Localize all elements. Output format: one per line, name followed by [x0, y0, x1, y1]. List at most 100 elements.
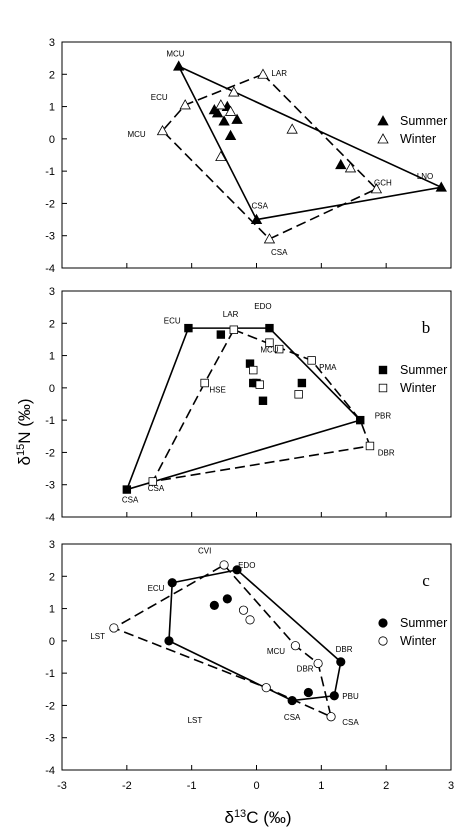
panel-c-legend-label: Summer — [400, 616, 447, 630]
panel-b-point-winter — [265, 338, 274, 347]
panel-c-point-label: MCU — [267, 647, 285, 656]
panel-b-point-winter — [200, 378, 209, 388]
panel-c-point-label: DBR — [297, 665, 314, 674]
panel-b-point-label: PBR — [375, 412, 392, 421]
panel-c-y-tick-label: -4 — [45, 765, 55, 777]
panel-c-point-winter — [313, 658, 323, 669]
panel-a-point-summer — [335, 158, 347, 170]
panel-a-point-winter — [156, 124, 169, 136]
panel-b-point-winter — [255, 380, 264, 389]
panel-a-point-winter — [224, 105, 237, 116]
panel-c-point-winter — [219, 560, 229, 570]
panel-c-point-summer — [336, 657, 346, 667]
panel-b-point-winter — [249, 365, 258, 375]
panel-c-legend-marker — [378, 618, 388, 628]
panel-b-y-tick-label: -4 — [45, 512, 55, 524]
panel-b-point-label: MCU — [260, 345, 278, 354]
panel-a-frame — [61, 41, 452, 269]
panel-c-point-label: EDO — [238, 561, 255, 570]
panel-c-y-tick-label: -3 — [45, 733, 55, 745]
panel-b-y-tick-label: -3 — [45, 480, 55, 492]
panel-b-point-summer — [216, 330, 226, 339]
panel-c-y-tick-label: -1 — [45, 668, 55, 680]
panel-b-point-label: PMA — [319, 363, 337, 372]
panel-c-legend-label: Winter — [400, 634, 436, 648]
panel-c-point-summer — [167, 578, 177, 588]
panel-b-legend-label: Winter — [400, 381, 436, 395]
panel-b-point-label: EDO — [254, 302, 271, 311]
panel-c-point-summer — [164, 636, 174, 646]
panel-a-point-summer — [173, 60, 185, 71]
panel-c-y-tick-label: -2 — [45, 700, 55, 712]
panel-c-point-label: DBR — [336, 645, 353, 654]
panel-c-point-winter — [245, 615, 255, 625]
panel-b-point-summer — [297, 378, 307, 388]
panel-b-point-winter — [307, 356, 316, 365]
panel-a-point-summer — [435, 181, 447, 192]
panel-c-point-label: ECU — [148, 584, 165, 593]
panel-b-y-tick-label: 3 — [49, 286, 55, 298]
panel-a-legend-marker — [377, 115, 389, 126]
y-axis-title: δ15N (‰) — [15, 398, 34, 465]
panel-c-x-tick-label: 3 — [448, 780, 454, 792]
panel-a-y-tick-label: -2 — [45, 198, 55, 210]
panel-a-point-label: MCU — [166, 50, 184, 59]
panel-a-point-winter — [215, 99, 227, 110]
x-axis-title-sup: 13 — [234, 808, 246, 820]
panel-c-point-winter — [109, 623, 119, 633]
panel-a-y-tick-label: 3 — [49, 37, 55, 49]
panel-c-x-tick-label: -1 — [187, 780, 197, 792]
panel-b-point-winter — [229, 325, 239, 334]
panel-b-point-summer — [184, 323, 193, 333]
panel-c-point-summer — [287, 695, 297, 706]
panel-a-point-winter — [286, 123, 298, 134]
panel-c-hull-winter — [112, 564, 333, 719]
panel-c-point-label: CSA — [284, 713, 301, 722]
panel-b-letter: b — [422, 318, 431, 337]
panel-a-point-label: LNO — [417, 172, 433, 181]
panel-c-hull-summer — [168, 568, 342, 702]
panel-c-point-label: CVI — [198, 547, 211, 556]
panel-b-y-tick-label: 1 — [49, 351, 55, 363]
panel-a-point-label: CSA — [271, 248, 288, 257]
panel-b-point-summer — [265, 323, 274, 333]
panel-a-point-label: LAR — [271, 69, 287, 78]
panel-b-y-tick-label: 0 — [49, 383, 55, 395]
panel-c-point-winter — [290, 641, 300, 651]
panel-a-point-winter — [344, 162, 357, 173]
panel-b-point-winter — [365, 441, 375, 451]
panel-b-point-label: CSA — [122, 495, 139, 504]
panel-a-point-label: CSA — [252, 201, 269, 210]
panel-c-x-tick-label: 1 — [318, 780, 324, 792]
panel-a-point-winter — [228, 86, 240, 97]
panel-b-y-tick-label: 2 — [49, 318, 55, 330]
panel-a-point-summer — [218, 115, 230, 126]
panel-b-point-label: HSE — [209, 386, 225, 395]
panel-a-point-summer — [231, 113, 243, 124]
panel-b-frame — [61, 290, 452, 518]
panel-c-point-label: LST — [90, 632, 105, 641]
panel-a-y-tick-label: -4 — [45, 263, 55, 275]
panel-b-point-winter — [274, 344, 284, 354]
panel-a-y-tick-label: 0 — [49, 134, 55, 146]
panel-a-point-label: ECU — [151, 93, 168, 102]
panel-b-point-summer — [122, 485, 132, 494]
panel-a-legend-label: Summer — [400, 114, 447, 128]
panel-a-point-winter — [263, 233, 276, 244]
panel-a-point-winter — [370, 183, 383, 194]
panel-a-y-tick-label: 1 — [49, 102, 55, 114]
panel-a-point-label: GCH — [374, 179, 392, 188]
panel-a-point-winter — [179, 99, 191, 110]
panel-c-point-summer — [329, 691, 339, 701]
panel-a-legend-marker — [377, 133, 389, 144]
panel-b: -4 -3 -2 -1 0 1 2 3 ECU LAR EDO MCU PMA HSE PBR DBR CSA C… — [45, 286, 452, 524]
panel-c-legend-marker — [378, 636, 388, 646]
panel-b-point-label: ECU — [164, 316, 181, 325]
panel-a-y-tick-label: 2 — [49, 69, 55, 81]
panel-c-point-winter — [326, 712, 336, 722]
panel-a-point-label: MCU — [127, 130, 145, 139]
panel-b-point-summer — [356, 415, 365, 425]
panel-c-point-summer — [232, 565, 242, 575]
